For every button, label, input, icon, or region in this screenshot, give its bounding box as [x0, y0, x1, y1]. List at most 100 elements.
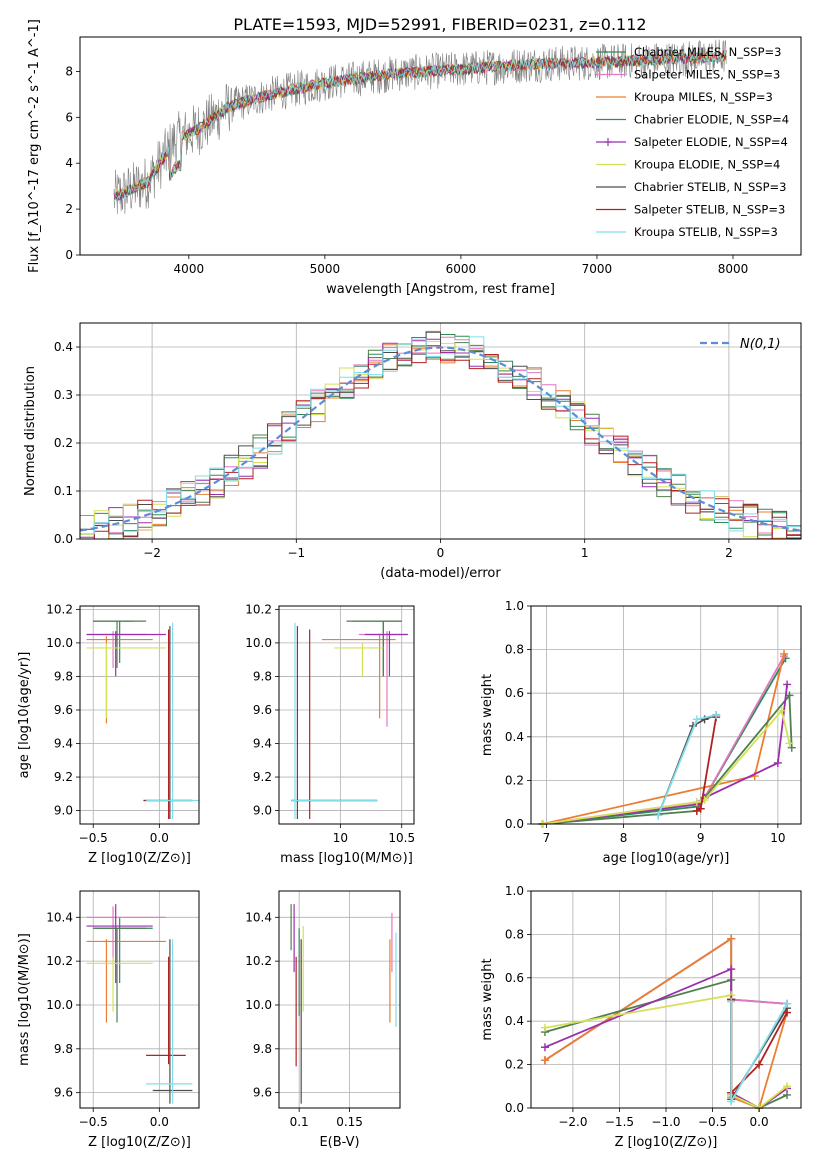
weight-point: [783, 1082, 792, 1091]
weight_vs_Z-frame: [530, 890, 802, 1109]
y-tick-label: 9.6: [253, 1086, 272, 1100]
x-tick-label: 0.0: [750, 1115, 769, 1129]
legend-label: Chabrier MILES, N_SSP=3: [634, 45, 781, 59]
x-tick-label: 0.0: [150, 831, 169, 845]
weight-point: [783, 999, 792, 1008]
y-tick-label: 9.6: [54, 703, 73, 717]
y-tick-label: 9.8: [54, 669, 73, 683]
y-tick-label: 9.2: [253, 770, 272, 784]
mass_vs_Z-frame: [79, 890, 200, 1109]
weight-line: [542, 684, 788, 825]
mass_vs_ebv-plot-area: [290, 904, 397, 1104]
age_vs_Z-plot-area: [86, 620, 199, 819]
age_vs_Z-frame: [79, 605, 200, 825]
y-axis-label: mass weight: [480, 674, 495, 756]
legend-entry-4: Chabrier ELODIE, N_SSP=4: [596, 113, 789, 127]
legend-entry-1: Chabrier MILES, N_SSP=3: [596, 45, 781, 59]
y-tick-label: 10.0: [245, 636, 272, 650]
x-axis-label: Z [log10(Z/Z⊙)]: [88, 1135, 191, 1150]
x-tick-label: −0.5: [79, 831, 108, 845]
legend-entry-8: Salpeter STELIB, N_SSP=3: [596, 203, 785, 217]
errorbar-5: [86, 631, 166, 677]
legend-entry-5: Salpeter ELODIE, N_SSP=4: [596, 135, 788, 149]
y-tick-label: 9.8: [253, 669, 272, 683]
errorbar-6: [86, 642, 166, 719]
y-tick-label: 1.0: [505, 599, 524, 613]
y-tick-label: 0.4: [505, 730, 524, 744]
weight_vs_age-plot-area: [538, 649, 796, 828]
weight_vs_Z-panel: −2.0 −1.5 −1.0 −0.5 0.0 0.0 0.2 0.4 0.6 0.8 1.0 Z […: [480, 884, 802, 1150]
age_vs_Z-panel: −0.5 0.0 9.0 9.2 9.4 9.6 9.8 10.0 10.2 Z [log10(Z…: [17, 602, 200, 866]
errorbar-9: [291, 622, 378, 819]
mass_vs_ebv-frame: [278, 890, 401, 1109]
x-tick-label: 6000: [446, 262, 477, 276]
y-tick-label: 8: [65, 64, 73, 78]
legend-label: Salpeter MILES, N_SSP=3: [634, 68, 780, 82]
legend-label: Salpeter ELODIE, N_SSP=4: [634, 135, 788, 149]
weight-point: [712, 711, 721, 719]
weight-point: [755, 1060, 764, 1069]
y-tick-label: 1.0: [505, 884, 524, 898]
x-axis-label: mass [log10(M/M⊙)]: [280, 851, 413, 866]
y-tick-label: 0.3: [54, 388, 73, 402]
weight_vs_age-frame: [530, 605, 802, 825]
y-tick-label: 6: [65, 110, 73, 124]
y-tick-label: 10.0: [46, 636, 73, 650]
residuals-frame: [79, 322, 802, 540]
y-tick-label: 9.0: [253, 804, 272, 818]
x-tick-label: 7: [543, 831, 551, 845]
weight-point: [785, 691, 794, 700]
x-tick-label: 4000: [174, 262, 205, 276]
y-tick-label: 0.2: [54, 436, 73, 450]
weight-point: [773, 758, 782, 767]
x-axis-label: E(B-V): [319, 1135, 359, 1150]
y-tick-label: 0.6: [505, 686, 524, 700]
weight_vs_Z-plot-area: [540, 934, 792, 1112]
age_vs_mass-frame: [278, 605, 415, 825]
y-tick-label: 0.4: [54, 340, 73, 354]
y-tick-label: 10.2: [46, 602, 73, 616]
weight_vs_age-panel: 7 8 9 10 0.0 0.2 0.4 0.6 0.8 1.0 age [log10(age/yr…: [480, 599, 802, 866]
weight-point: [540, 1056, 549, 1065]
y-tick-label: 9.4: [54, 737, 73, 751]
x-tick-label: −0.5: [698, 1115, 727, 1129]
x-tick-label: 5000: [310, 262, 341, 276]
errorbar-2: [86, 906, 166, 962]
weight-point: [727, 965, 736, 974]
x-tick-label: 2: [725, 546, 733, 560]
y-tick-label: 0.8: [505, 927, 524, 941]
legend-entry-2: Salpeter MILES, N_SSP=3: [596, 68, 780, 82]
legend-label: Kroupa ELODIE, N_SSP=4: [634, 158, 780, 172]
weight-line: [542, 653, 785, 825]
weight-line: [542, 693, 793, 825]
y-tick-label: 10.2: [245, 602, 272, 616]
weight-series-9: [727, 997, 792, 1106]
legend-label: Chabrier STELIB, N_SSP=3: [634, 180, 786, 194]
y-tick-label: 9.8: [253, 1042, 272, 1056]
legend-marker: [604, 138, 612, 146]
y-tick-label: 10.2: [245, 954, 272, 968]
y-tick-label: 0.0: [505, 1101, 524, 1115]
errorbar-7: [143, 626, 193, 819]
x-tick-label: 7000: [582, 262, 613, 276]
legend-entry-6: Kroupa ELODIE, N_SSP=4: [596, 158, 780, 172]
x-axis-label: Z [log10(Z/Z⊙)]: [615, 1135, 718, 1150]
x-tick-label: 10: [333, 831, 348, 845]
age_vs_mass-panel: 10 10.5 9.0 9.2 9.4 9.6 9.8 10.0 10.2 mass [log10…: [245, 602, 415, 866]
y-axis-label: mass [log10(M/M⊙)]: [17, 933, 32, 1066]
y-tick-label: 0.8: [505, 643, 524, 657]
residuals-panel: N(0,1) −2 −1 0 1 2 0.0 0.1 0.2 0.3 0.4 (data-model)…: [23, 322, 802, 581]
y-tick-label: 10.2: [46, 954, 73, 968]
x-axis-label: wavelength [Angstrom, rest frame]: [326, 282, 555, 297]
errorbar-6: [334, 642, 384, 677]
spectrum-plot-area: Chabrier MILES, N_SSP=3 Salpeter MILES, N…: [113, 39, 789, 239]
y-tick-label: 10.0: [46, 998, 73, 1012]
weight-point: [783, 1008, 792, 1017]
weight-point: [692, 715, 701, 724]
model-line-9: [113, 51, 727, 203]
panels-group: Chabrier MILES, N_SSP=3 Salpeter MILES, N…: [17, 19, 802, 1150]
x-tick-label: 0: [437, 546, 445, 560]
weight-point: [727, 997, 736, 1006]
x-tick-label: 10: [770, 831, 785, 845]
y-tick-label: 9.2: [54, 770, 73, 784]
